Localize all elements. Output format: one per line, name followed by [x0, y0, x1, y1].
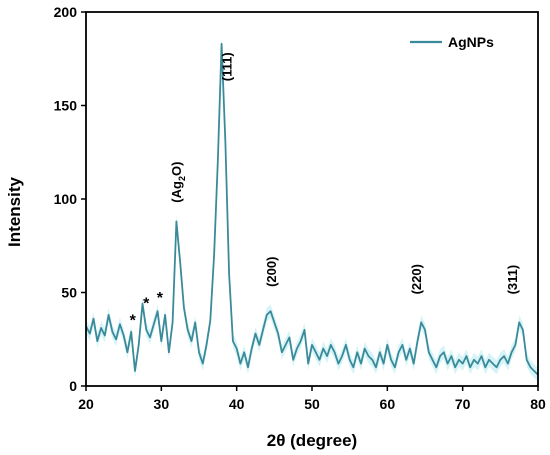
annotation-peak-label: (200) [264, 257, 279, 287]
annotation-peak-label: (Ag2O) [169, 162, 187, 203]
x-tick-label: 80 [530, 396, 546, 412]
x-tick-label: 30 [154, 396, 170, 412]
x-tick-label: 20 [78, 396, 94, 412]
y-tick-label: 150 [54, 98, 78, 114]
x-tick-label: 70 [455, 396, 471, 412]
annotation-star: * [157, 290, 164, 307]
x-tick-label: 40 [229, 396, 245, 412]
legend: AgNPs [410, 34, 494, 50]
annotation-star: * [143, 296, 150, 313]
y-tick-label: 50 [61, 285, 77, 301]
x-axis-title: 2θ (degree) [267, 431, 357, 450]
series-line-layer [85, 42, 539, 376]
annotation-peak-label: (111) [219, 52, 234, 81]
series-line-agnps [85, 42, 539, 376]
series-noise-band [86, 36, 538, 382]
x-tick-label: 50 [304, 396, 320, 412]
tick-layer: 20 30 40 50 60 70 80 0 50 100 150 200 [54, 4, 546, 412]
y-tick-label: 200 [54, 4, 78, 20]
y-tick-label: 0 [69, 378, 77, 394]
annotation-peak-label: (220) [409, 264, 424, 294]
noise-band-layer [86, 36, 538, 382]
annotation-peak-label: (311) [505, 265, 520, 295]
y-tick-label: 100 [54, 191, 78, 207]
annotation-layer: (111) (Ag2O) (200) (220) (311) * * * [130, 52, 520, 329]
annotation-star: * [130, 313, 137, 330]
y-axis-title: Intensity [5, 177, 24, 247]
legend-label: AgNPs [448, 34, 494, 50]
x-tick-label: 60 [380, 396, 396, 412]
